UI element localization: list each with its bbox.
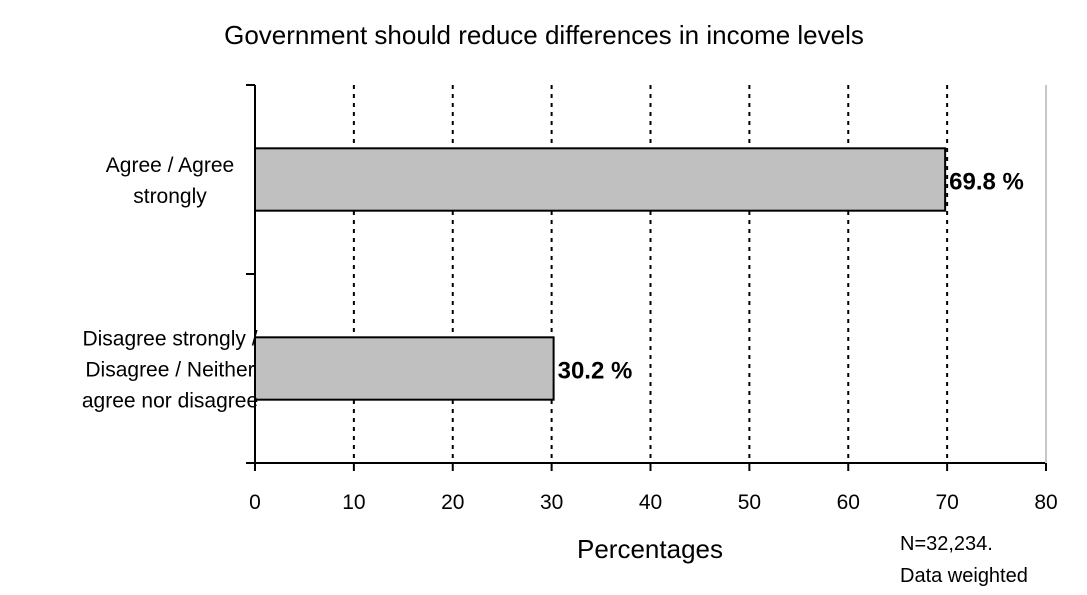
- x-tick-label-30: 30: [540, 491, 563, 514]
- chart-title: Government should reduce differences in …: [224, 20, 864, 50]
- sample-note: N=32,234. Data weighted: [900, 533, 1028, 587]
- x-tick-label-80: 80: [1034, 491, 1057, 514]
- x-tick-label-40: 40: [639, 491, 662, 514]
- x-tick-label-50: 50: [738, 491, 761, 514]
- x-tick-label-70: 70: [935, 491, 958, 514]
- labels: 69.8 % Agree / Agree strongly 30.2 % Disagre…: [82, 154, 1058, 514]
- category-label-line: Agree / Agree: [106, 154, 234, 177]
- x-tick-label-10: 10: [342, 491, 365, 514]
- bar-2: [254, 336, 555, 401]
- grid-lines: [352, 85, 1047, 463]
- x-axis-label: Percentages: [577, 534, 723, 564]
- bar-1: [254, 147, 947, 212]
- category-label-line: Disagree strongly /: [82, 328, 257, 351]
- x-tick-label-60: 60: [837, 491, 860, 514]
- data-label-1: 69.8 %: [949, 169, 1024, 196]
- x-tick-label-0: 0: [249, 491, 261, 514]
- category-label-line: strongly: [133, 185, 207, 208]
- category-label-2: Disagree strongly / Disagree / Neither agr…: [82, 328, 258, 413]
- category-label-1: Agree / Agree strongly: [106, 154, 234, 208]
- note-line-2: Data weighted: [900, 565, 1028, 587]
- data-label-2: 30.2 %: [558, 358, 633, 385]
- axes: [246, 84, 1047, 471]
- category-label-line: Disagree / Neither: [85, 359, 254, 382]
- x-tick-label-20: 20: [441, 491, 464, 514]
- note-line-1: N=32,234.: [900, 533, 993, 555]
- category-label-line: agree nor disagree: [82, 390, 258, 413]
